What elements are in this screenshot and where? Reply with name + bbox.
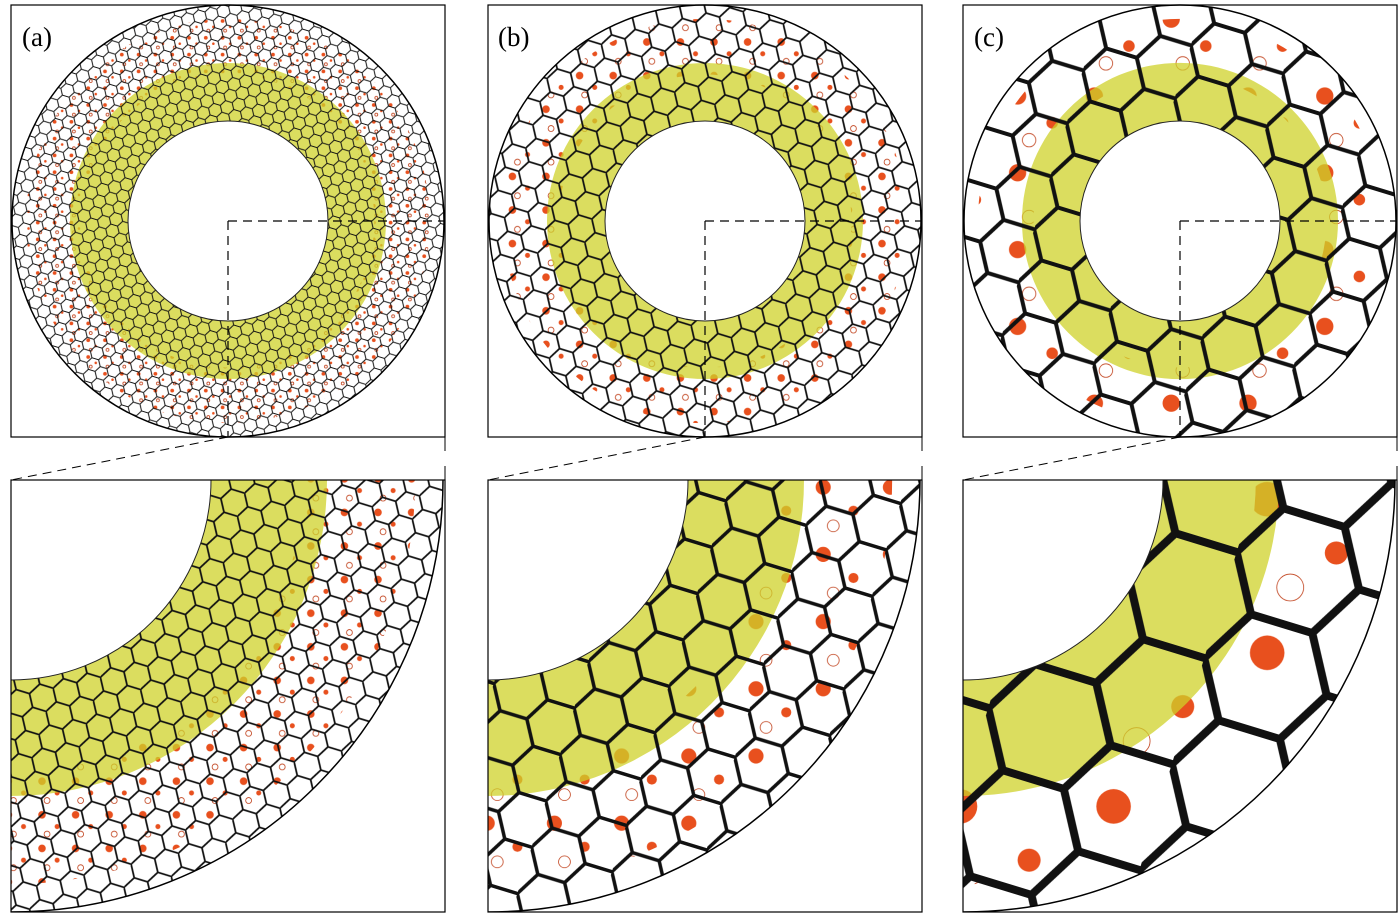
overview-panel	[962, 4, 1398, 481]
crack-network	[489, 5, 921, 437]
crack-network	[964, 5, 1396, 437]
inner-edge	[604, 120, 806, 322]
panel-frame	[487, 479, 923, 913]
overview-panel	[487, 4, 923, 481]
zoom-connector	[10, 436, 229, 481]
zoom-panel	[11, 480, 444, 912]
crack-network	[11, 480, 443, 912]
panel-frame	[962, 479, 1398, 913]
crack-network	[963, 480, 1395, 912]
zoom-panel	[488, 480, 921, 912]
zoom-connector	[962, 436, 1181, 481]
panel-frame	[10, 479, 446, 913]
panel-label: (b)	[498, 22, 529, 52]
zoom-panel	[963, 480, 1396, 912]
panel-label: (c)	[974, 22, 1004, 52]
inner-edge	[127, 120, 329, 322]
zoom-connector	[487, 436, 706, 481]
crack-network	[12, 5, 444, 437]
crack-network	[488, 480, 920, 912]
panel-label: (a)	[22, 22, 52, 52]
inner-edge	[1079, 120, 1281, 322]
zoom-region	[1179, 220, 1397, 437]
zoom-region	[227, 220, 445, 437]
overview-panel	[10, 4, 446, 481]
zoom-region	[704, 220, 922, 437]
